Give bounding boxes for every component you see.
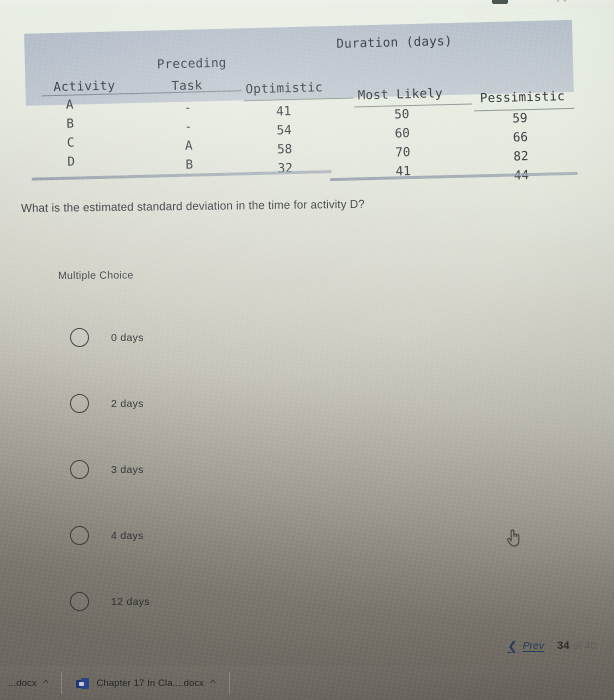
answer-choice-label: 0 days: [111, 332, 144, 344]
table-cell-preceding: -: [183, 99, 192, 115]
table-col-header-optimistic: Optimistic: [245, 79, 323, 97]
answer-choice-option[interactable]: 0 days: [70, 328, 370, 394]
table-header-rule-mid2: [354, 103, 473, 108]
prev-question-button[interactable]: ❮ Prev: [507, 640, 544, 652]
answer-choice-option[interactable]: 4 days: [70, 526, 370, 592]
answer-choice-label: 2 days: [111, 398, 144, 410]
browser-tab-nub[interactable]: [492, 0, 508, 4]
table-cell-activity: B: [66, 115, 75, 131]
table-col-header-pessimistic: Pessimistic: [479, 88, 566, 106]
table-col-header-preceding-line1: Preceding: [156, 54, 227, 72]
table-cell-optimistic: 54: [276, 122, 292, 138]
table-col-header-activity: Activity: [53, 77, 116, 95]
pointer-hand-cursor: [505, 528, 523, 548]
answer-choice-label: 4 days: [111, 530, 144, 542]
answer-choice-label: 3 days: [111, 464, 144, 476]
download-item-name: ...docx: [8, 677, 37, 689]
table-cell-activity: A: [65, 96, 74, 112]
table-cell-most-likely: 50: [394, 106, 410, 122]
radio-button-icon[interactable]: [70, 526, 89, 545]
radio-button-icon[interactable]: [70, 592, 89, 611]
chevron-up-icon[interactable]: ^: [42, 678, 49, 688]
radio-button-icon[interactable]: [70, 394, 89, 413]
page-counter-current: 34: [557, 640, 570, 652]
question-prompt: What is the estimated standard deviation…: [21, 198, 365, 215]
page-counter-of-label: of: [572, 641, 582, 652]
table-cell-activity: D: [67, 153, 76, 169]
download-item[interactable]: Chapter 17 In Cla....docx ^: [68, 671, 222, 695]
answer-choice-list: 0 days 2 days 3 days 4 days 12 days: [70, 328, 370, 658]
answer-choice-option[interactable]: 3 days: [70, 460, 370, 526]
answer-choice-option[interactable]: 12 days: [70, 592, 370, 658]
download-bar-divider: [228, 672, 230, 694]
answer-choice-label: 12 days: [111, 596, 150, 608]
download-item-name: Chapter 17 In Cla....docx: [96, 677, 205, 689]
chevron-left-icon: ❮: [507, 639, 518, 653]
table-cell-most-likely: 60: [394, 125, 410, 141]
browser-top-ghost-text: × +: [556, 0, 568, 5]
table-bottom-rule-left: [31, 170, 332, 181]
browser-top-sliver: × +: [0, 0, 614, 9]
word-document-icon: [76, 677, 90, 690]
table-cell-pessimistic: 82: [513, 148, 529, 164]
question-pager: ❮ Prev 34 of 40: [507, 640, 596, 652]
table-cell-preceding: B: [185, 156, 194, 172]
table-bottom-rule-right: [329, 171, 578, 182]
radio-button-icon[interactable]: [70, 328, 89, 347]
page-counter-total: 40: [584, 641, 596, 652]
table-cell-optimistic: 58: [276, 141, 293, 157]
table-cell-pessimistic: 59: [512, 110, 528, 126]
table-cell-preceding: A: [184, 137, 193, 153]
table-cell-preceding: -: [184, 118, 193, 134]
radio-button-icon[interactable]: [70, 460, 89, 479]
browser-download-bar: ...docx ^ Chapter 17 In Cla....docx ^: [0, 666, 614, 700]
chevron-up-icon[interactable]: ^: [210, 678, 216, 688]
table-cell-optimistic: 41: [275, 103, 292, 119]
table-cell-most-likely: 70: [395, 144, 411, 160]
answer-choice-option[interactable]: 2 days: [70, 394, 370, 460]
table-group-header-duration: Duration (days): [336, 32, 453, 51]
page-counter: 34 of 40: [557, 640, 596, 652]
activity-duration-table: Duration (days) Preceding Activity Task …: [16, 16, 578, 185]
download-bar-divider: [61, 672, 63, 694]
table-cell-pessimistic: 66: [512, 129, 529, 145]
question-type-label: Multiple Choice: [58, 269, 134, 282]
download-item[interactable]: ...docx ^: [0, 671, 55, 695]
prev-button-label: Prev: [522, 640, 545, 652]
table-cell-activity: C: [66, 134, 75, 150]
table-col-header-most-likely: Most Likely: [357, 85, 443, 103]
